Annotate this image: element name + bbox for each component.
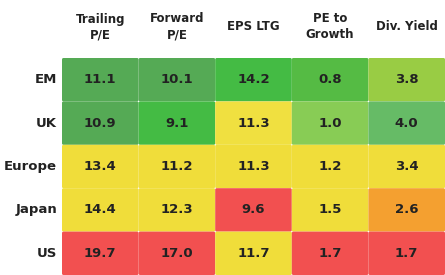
FancyBboxPatch shape	[215, 188, 292, 232]
FancyBboxPatch shape	[62, 188, 138, 232]
Text: Japan: Japan	[15, 204, 57, 216]
Text: 3.8: 3.8	[395, 73, 418, 86]
Text: 11.7: 11.7	[237, 247, 270, 260]
Text: 1.7: 1.7	[395, 247, 418, 260]
FancyBboxPatch shape	[62, 145, 138, 188]
Text: 0.8: 0.8	[318, 73, 342, 86]
Text: 9.1: 9.1	[165, 117, 189, 130]
Text: 1.2: 1.2	[319, 160, 342, 173]
FancyBboxPatch shape	[62, 58, 138, 101]
FancyBboxPatch shape	[138, 145, 215, 188]
Text: 4.0: 4.0	[395, 117, 418, 130]
Text: 1.0: 1.0	[318, 117, 342, 130]
Text: 11.3: 11.3	[237, 160, 270, 173]
Text: PE to
Growth: PE to Growth	[306, 12, 354, 42]
FancyBboxPatch shape	[292, 145, 368, 188]
FancyBboxPatch shape	[292, 188, 368, 232]
Text: 10.1: 10.1	[161, 73, 193, 86]
Text: 13.4: 13.4	[84, 160, 117, 173]
Text: 11.1: 11.1	[84, 73, 117, 86]
Text: 1.5: 1.5	[319, 204, 342, 216]
Text: 3.4: 3.4	[395, 160, 418, 173]
Text: 14.2: 14.2	[237, 73, 270, 86]
Text: Div. Yield: Div. Yield	[376, 21, 437, 34]
Text: UK: UK	[36, 117, 57, 130]
FancyBboxPatch shape	[138, 232, 215, 275]
Text: 14.4: 14.4	[84, 204, 117, 216]
Text: 9.6: 9.6	[242, 204, 265, 216]
FancyBboxPatch shape	[292, 58, 368, 101]
FancyBboxPatch shape	[215, 101, 292, 145]
FancyBboxPatch shape	[62, 232, 138, 275]
FancyBboxPatch shape	[368, 232, 445, 275]
FancyBboxPatch shape	[215, 232, 292, 275]
FancyBboxPatch shape	[292, 232, 368, 275]
Text: Trailing
P/E: Trailing P/E	[76, 12, 125, 42]
Text: Forward
P/E: Forward P/E	[150, 12, 204, 42]
Text: 2.6: 2.6	[395, 204, 418, 216]
Text: 1.7: 1.7	[319, 247, 342, 260]
FancyBboxPatch shape	[215, 145, 292, 188]
FancyBboxPatch shape	[368, 188, 445, 232]
FancyBboxPatch shape	[138, 58, 215, 101]
FancyBboxPatch shape	[138, 101, 215, 145]
Text: EM: EM	[35, 73, 57, 86]
Text: 11.2: 11.2	[161, 160, 193, 173]
FancyBboxPatch shape	[138, 188, 215, 232]
Text: 10.9: 10.9	[84, 117, 117, 130]
FancyBboxPatch shape	[215, 58, 292, 101]
Text: 11.3: 11.3	[237, 117, 270, 130]
Text: 17.0: 17.0	[161, 247, 193, 260]
FancyBboxPatch shape	[62, 101, 138, 145]
Text: Europe: Europe	[4, 160, 57, 173]
Text: EPS LTG: EPS LTG	[227, 21, 280, 34]
Text: 19.7: 19.7	[84, 247, 117, 260]
FancyBboxPatch shape	[292, 101, 368, 145]
Text: 12.3: 12.3	[161, 204, 193, 216]
FancyBboxPatch shape	[368, 101, 445, 145]
Text: US: US	[36, 247, 57, 260]
FancyBboxPatch shape	[368, 58, 445, 101]
FancyBboxPatch shape	[368, 145, 445, 188]
